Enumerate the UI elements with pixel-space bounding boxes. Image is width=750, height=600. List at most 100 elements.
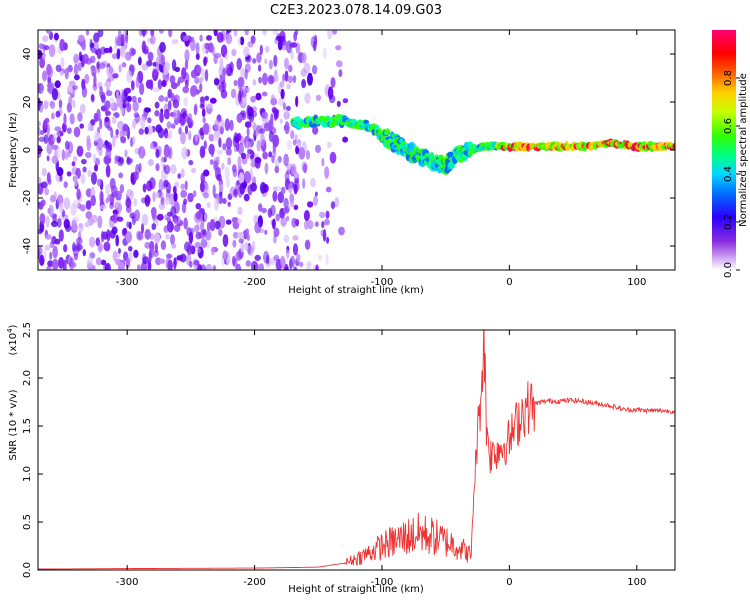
spectrogram-noise-cell: [222, 234, 229, 247]
spectrogram-noise-cell: [189, 260, 193, 268]
spectrogram-heatmap: [38, 30, 675, 270]
y-tick-label: 40: [22, 48, 33, 61]
spectrogram-noise-cell: [211, 46, 216, 56]
spectrogram-noise-cell: [153, 232, 161, 245]
spectrogram-noise-cell: [100, 204, 107, 210]
spectrogram-noise-cell: [204, 95, 210, 101]
spectrogram-noise-cell: [238, 142, 244, 156]
spectrogram-noise-cell: [126, 102, 132, 113]
spectrogram-noise-cell: [310, 177, 316, 188]
spectrogram-noise-cell: [159, 258, 165, 264]
spectrogram-noise-cell: [140, 116, 146, 129]
spectrogram-noise-cell: [244, 63, 251, 73]
spectrogram-noise-cell: [150, 142, 154, 150]
spectrogram-noise-cell: [97, 30, 104, 38]
spectrogram-noise-cell: [103, 241, 111, 252]
spectrogram-noise-cell: [218, 82, 225, 93]
spectrogram-noise-cell: [163, 225, 169, 233]
spectrogram-noise-cell: [73, 199, 81, 209]
spectrogram-noise-cell: [205, 230, 212, 241]
spectrogram-noise-cell: [218, 137, 222, 148]
spectrogram-noise-cell: [48, 44, 56, 58]
spectrogram-noise-cell: [302, 178, 306, 189]
spectrogram-noise-cell: [326, 141, 332, 149]
spectrogram-noise-cell: [73, 126, 81, 138]
spectrogram-noise-cell: [184, 79, 189, 88]
spectrogram-noise-cell: [158, 95, 165, 102]
spectrogram-noise-cell: [142, 256, 150, 264]
spectrogram-noise-cell: [73, 174, 79, 187]
spectrogram-noise-cell: [45, 215, 50, 228]
spectrogram-noise-cell: [38, 201, 44, 210]
spectrogram-noise-cell: [240, 241, 245, 253]
spectrogram-noise-cell: [48, 82, 55, 91]
spectrogram-noise-cell: [70, 203, 77, 216]
spectrogram-noise-cell: [262, 91, 268, 97]
spectrogram-noise-cell: [292, 75, 297, 84]
spectrogram-noise-cell: [52, 245, 58, 259]
spectrogram-noise-cell: [90, 119, 96, 126]
spectrogram-noise-cell: [206, 201, 211, 209]
spectrogram-noise-cell: [133, 249, 139, 258]
spectrogram-noise-cell: [181, 67, 187, 80]
spectrogram-noise-cell: [45, 234, 52, 240]
spectrogram-noise-cell: [97, 242, 103, 253]
figure-title: C2E3.2023.078.14.09.G03: [270, 3, 442, 18]
spectrogram-noise-cell: [206, 263, 212, 270]
spectrogram-noise-cell: [256, 140, 261, 152]
spectrogram-noise-cell: [147, 51, 154, 62]
spectrogram-noise-cell: [222, 236, 228, 246]
spectrogram-noise-cell: [59, 71, 64, 77]
spectrogram-noise-cell: [244, 69, 248, 80]
x-tick-label: 100: [627, 577, 646, 588]
spectrogram-noise-cell: [76, 237, 83, 246]
spectrogram-noise-cell: [164, 132, 170, 139]
spectrogram-noise-cell: [93, 140, 98, 146]
spectrogram-noise-cell: [144, 107, 152, 113]
spectrogram-noise-cell: [200, 238, 208, 248]
spectrogram-noise-cell: [318, 254, 323, 260]
spectrogram-noise-cell: [243, 193, 250, 202]
spectrogram-noise-cell: [229, 119, 234, 131]
spectrogram-signal-cell: [384, 128, 391, 136]
spectrogram-noise-cell: [100, 191, 104, 203]
spectrogram-noise-cell: [334, 197, 340, 208]
colorbar-tick-label: 0.2: [723, 214, 734, 230]
spectrogram-noise-cell: [51, 144, 59, 150]
spectrogram-noise-cell: [199, 145, 206, 159]
spectrogram-noise-cell: [342, 136, 348, 143]
spectrogram-noise-cell: [335, 60, 343, 68]
spectrogram-noise-cell: [94, 164, 98, 172]
spectrogram-noise-cell: [118, 172, 124, 179]
spectrogram-noise-cell: [225, 137, 233, 150]
spectrogram-noise-cell: [176, 255, 183, 261]
spectrogram-noise-cell: [233, 79, 238, 87]
y-tick-label: -20: [22, 190, 33, 206]
spectrogram-noise-cell: [216, 32, 224, 43]
spectrogram-noise-cell: [199, 103, 205, 109]
spectrogram-noise-cell: [172, 185, 177, 194]
spectrogram-noise-cell: [85, 211, 93, 220]
spectrogram-noise-cell: [155, 148, 160, 158]
spectrogram-noise-cell: [323, 47, 327, 60]
spectrogram-noise-cell: [138, 146, 146, 159]
spectrogram-noise-cell: [74, 74, 80, 81]
spectrogram-noise-cell: [302, 163, 308, 174]
spectrogram-noise-cell: [51, 88, 59, 101]
spectrogram-noise-cell: [203, 182, 210, 195]
spectrogram-noise-cell: [194, 134, 199, 143]
spectrogram-noise-cell: [273, 54, 278, 67]
spectrogram-noise-cell: [39, 56, 45, 69]
spectrogram-noise-cell: [236, 113, 243, 124]
spectrogram-noise-cell: [245, 260, 252, 267]
spectrogram-noise-cell: [191, 167, 197, 174]
spectrogram-noise-cell: [247, 184, 253, 196]
spectrogram-y-axis-title: Frequency (Hz): [8, 112, 19, 188]
spectrogram-noise-cell: [209, 219, 216, 232]
spectrogram-noise-cell: [245, 228, 250, 236]
colorbar-title: Normalized spectral amplitude: [738, 73, 749, 227]
spectrogram-noise-cell: [262, 151, 268, 160]
spectrogram-noise-cell: [137, 96, 142, 104]
spectrogram-noise-cell: [174, 94, 179, 100]
